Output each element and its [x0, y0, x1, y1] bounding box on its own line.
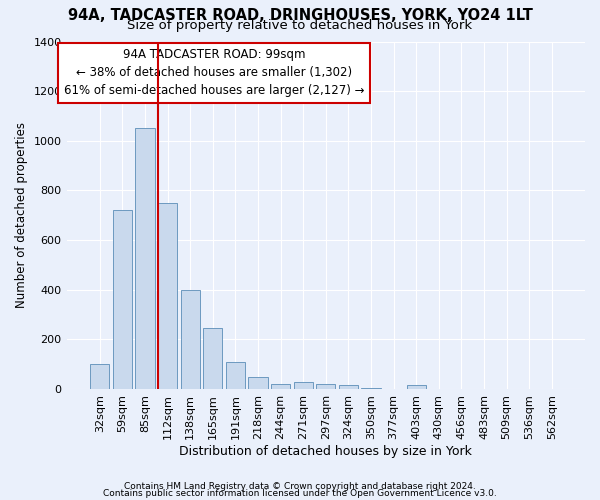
Bar [248, 377, 268, 389]
Bar [271, 384, 290, 389]
Bar [90, 364, 109, 389]
Bar [203, 328, 223, 389]
Text: Contains HM Land Registry data © Crown copyright and database right 2024.: Contains HM Land Registry data © Crown c… [124, 482, 476, 491]
Bar [407, 385, 426, 389]
Bar [361, 388, 380, 389]
Y-axis label: Number of detached properties: Number of detached properties [15, 122, 28, 308]
Bar [339, 385, 358, 389]
Text: Size of property relative to detached houses in York: Size of property relative to detached ho… [127, 19, 473, 32]
Bar [136, 128, 155, 389]
Bar [316, 384, 335, 389]
Bar [181, 290, 200, 389]
Bar [293, 382, 313, 389]
Bar [113, 210, 132, 389]
X-axis label: Distribution of detached houses by size in York: Distribution of detached houses by size … [179, 444, 472, 458]
Text: Contains public sector information licensed under the Open Government Licence v3: Contains public sector information licen… [103, 490, 497, 498]
Bar [158, 203, 177, 389]
Text: 94A, TADCASTER ROAD, DRINGHOUSES, YORK, YO24 1LT: 94A, TADCASTER ROAD, DRINGHOUSES, YORK, … [68, 8, 532, 22]
Bar [226, 362, 245, 389]
Text: 94A TADCASTER ROAD: 99sqm
← 38% of detached houses are smaller (1,302)
61% of se: 94A TADCASTER ROAD: 99sqm ← 38% of detac… [64, 48, 365, 98]
